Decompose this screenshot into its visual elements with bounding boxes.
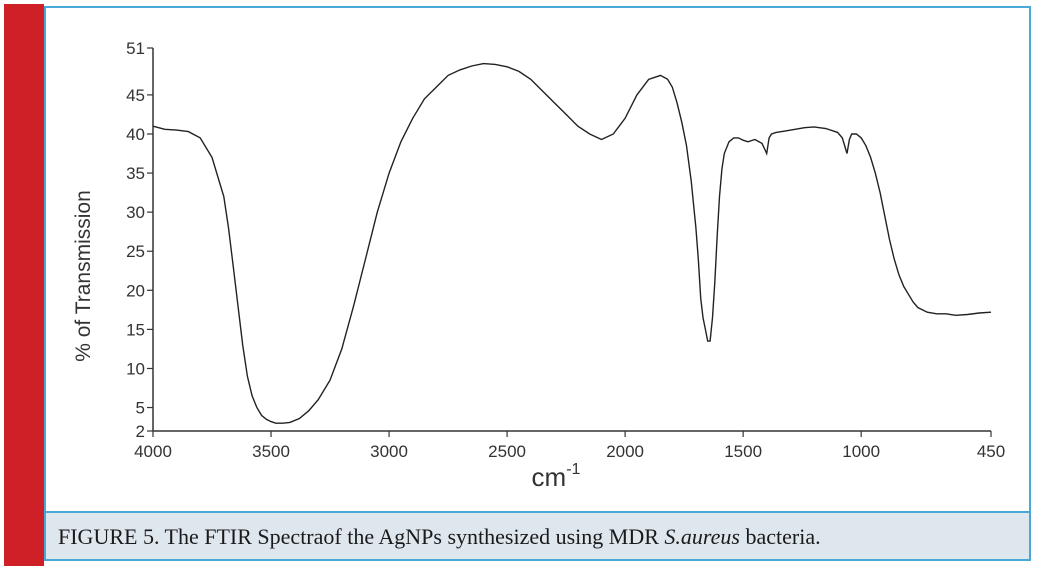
caption-box: FIGURE 5. The FTIR Spectraof the AgNPs s…: [46, 511, 1029, 559]
x-axis-label-superscript: -1: [566, 461, 580, 478]
y-tick-label: 25: [126, 242, 145, 261]
x-tick-label: 1000: [842, 442, 880, 461]
y-tick-label: 40: [126, 125, 145, 144]
y-tick-label: 10: [126, 359, 145, 378]
left-accent-bar: [4, 4, 44, 566]
x-tick-label: 4000: [134, 442, 172, 461]
y-tick-label: 2: [136, 422, 145, 441]
y-tick-label: 15: [126, 320, 145, 339]
figure-caption: FIGURE 5. The FTIR Spectraof the AgNPs s…: [58, 524, 821, 549]
y-tick-label: 35: [126, 164, 145, 183]
y-tick-label: 5: [136, 399, 145, 418]
y-tick-label: 30: [126, 203, 145, 222]
x-tick-label: 1500: [724, 442, 762, 461]
x-tick-label: 450: [977, 442, 1005, 461]
x-axis-label: cm-1: [532, 461, 581, 492]
y-tick-label: 20: [126, 281, 145, 300]
x-tick-label: 3000: [370, 442, 408, 461]
transmission-line: [152, 62, 992, 424]
x-tick-label: 3500: [252, 442, 290, 461]
y-tick-label: 45: [126, 86, 145, 105]
x-tick-label: 2500: [488, 442, 526, 461]
x-tick-label: 2000: [606, 442, 644, 461]
y-tick-label: 51: [126, 39, 145, 58]
figure-frame: 2 5 10 15 20 25 30 35 40 45 51 4000 3500 3000 2500 200…: [44, 6, 1031, 561]
y-axis-label: % of Transmission: [72, 190, 95, 362]
